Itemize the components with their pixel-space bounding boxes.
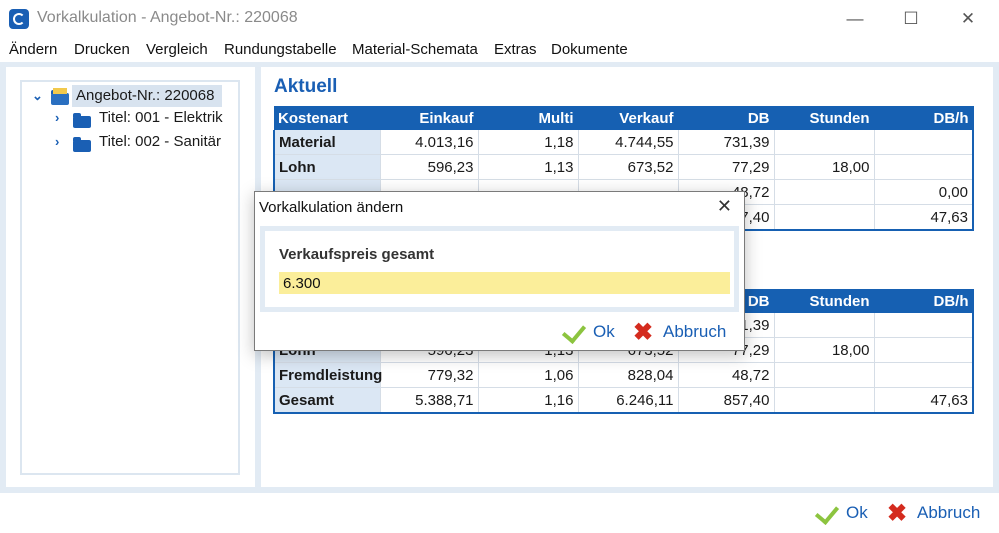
table-cell: 779,32 <box>380 362 479 388</box>
table-cell: 18,00 <box>774 154 875 180</box>
menu-drucken[interactable]: Drucken <box>74 41 130 58</box>
chevron-right-icon[interactable]: › <box>55 134 60 149</box>
dialog-ok-button[interactable]: Ok <box>561 318 623 345</box>
footer-ok-label: Ok <box>846 503 868 522</box>
dialog-ok-label: Ok <box>593 322 615 341</box>
table-cell <box>774 313 875 338</box>
column-header: Einkauf <box>380 106 479 130</box>
table-row: Material 4.013,16 1,18 4.744,55 731,39 <box>273 130 974 155</box>
table-cell: 5.388,71 <box>380 387 479 414</box>
column-header: Verkauf <box>578 106 679 130</box>
cancel-x-icon: ✖ <box>633 319 654 346</box>
footer-cancel-button[interactable]: ✖ Abbruch <box>884 500 994 526</box>
dialog-cancel-button[interactable]: ✖ Abbruch <box>631 321 736 345</box>
check-icon <box>561 318 587 345</box>
table-cell: 1,16 <box>478 387 579 414</box>
table-cell <box>774 387 875 414</box>
column-header: Stunden <box>774 106 875 130</box>
table-cell: 857,40 <box>678 387 775 414</box>
table-cell: 47,63 <box>874 387 974 414</box>
table-cell: 18,00 <box>774 337 875 363</box>
column-header: DB/h <box>874 289 974 313</box>
check-icon <box>814 499 840 526</box>
folder-icon <box>73 137 91 152</box>
table-cell: 1,06 <box>478 362 579 388</box>
tree-node-titel-002[interactable]: Titel: 002 - Sanitär <box>99 133 221 150</box>
table-cell: 4.744,55 <box>578 130 679 155</box>
table-cell: 0,00 <box>874 179 974 205</box>
tree-view: Angebot-Nr.: 220068 ⌄ › Titel: 001 - Ele… <box>20 80 240 475</box>
table-cell <box>874 154 974 180</box>
footer-cancel-label: Abbruch <box>917 503 981 522</box>
menu-aendern[interactable]: Ändern <box>9 41 58 58</box>
tree-node-titel-001[interactable]: Titel: 001 - Elektrik <box>99 109 223 126</box>
minimize-button[interactable]: — <box>846 9 864 28</box>
cancel-x-icon: ✖ <box>887 500 908 527</box>
column-header: Multi <box>478 106 579 130</box>
table-row: Fremdleistung 779,32 1,06 828,04 48,72 <box>273 362 974 388</box>
close-window-button[interactable]: ✕ <box>960 9 976 28</box>
column-header: Stunden <box>774 289 875 313</box>
menu-extras[interactable]: Extras <box>494 41 537 58</box>
sales-price-input[interactable] <box>279 272 730 294</box>
menu-vergleich[interactable]: Vergleich <box>146 41 208 58</box>
tree-node-root-label: Angebot-Nr.: 220068 <box>76 87 215 104</box>
edit-dialog: Vorkalkulation ändern ✕ Verkaufspreis ge… <box>254 191 745 351</box>
table-cell <box>874 337 974 363</box>
menu-dokumente[interactable]: Dokumente <box>551 41 628 58</box>
table-cell <box>874 130 974 155</box>
dialog-title: Vorkalkulation ändern <box>259 199 404 216</box>
table-cell <box>774 130 875 155</box>
window-title: Vorkalkulation - Angebot-Nr.: 220068 <box>37 9 298 26</box>
table-cell: 6.246,11 <box>578 387 679 414</box>
table-cell: 77,29 <box>678 154 775 180</box>
table-cell <box>774 179 875 205</box>
table-cell: 673,52 <box>578 154 679 180</box>
table-cell: 1,18 <box>478 130 579 155</box>
chevron-right-icon[interactable]: › <box>55 110 60 125</box>
dialog-card: Verkaufspreis gesamt <box>265 231 734 307</box>
chevron-down-icon[interactable]: ⌄ <box>32 88 43 103</box>
column-header: Kostenart <box>274 106 381 130</box>
table-cell: 47,63 <box>874 204 974 231</box>
table-row: Gesamt 5.388,71 1,16 6.246,11 857,40 47,63 <box>273 387 974 414</box>
column-header: DB/h <box>874 106 974 130</box>
app-logo-icon <box>9 9 29 29</box>
dialog-body: Verkaufspreis gesamt <box>260 226 739 312</box>
table-cell: 731,39 <box>678 130 775 155</box>
tree-node-root[interactable]: Angebot-Nr.: 220068 <box>72 85 222 107</box>
folder-icon <box>73 113 91 128</box>
table-cell <box>874 362 974 388</box>
menu-material-schemata[interactable]: Material-Schemata <box>352 41 478 58</box>
table-cell: 828,04 <box>578 362 679 388</box>
menu-rundungstabelle[interactable]: Rundungstabelle <box>224 41 337 58</box>
column-header: DB <box>678 106 775 130</box>
dialog-close-icon[interactable]: ✕ <box>716 196 732 216</box>
sales-price-label: Verkaufspreis gesamt <box>279 246 435 263</box>
row-label-cell: Fremdleistung <box>273 362 382 388</box>
table-cell: 48,72 <box>678 362 775 388</box>
folder-open-icon <box>51 88 69 105</box>
row-label-cell: Material <box>273 130 381 155</box>
table-cell: 596,23 <box>380 154 479 180</box>
footer-ok-button[interactable]: Ok <box>812 499 872 526</box>
table-cell: 4.013,16 <box>380 130 479 155</box>
section-title-aktuell: Aktuell <box>274 76 338 97</box>
menu-bar: Ändern Drucken Vergleich Rundungstabelle… <box>0 38 999 62</box>
table-cell <box>874 313 974 338</box>
table-cell <box>774 362 875 388</box>
row-label-cell: Lohn <box>273 154 381 180</box>
table-cell <box>774 204 875 231</box>
title-bar: Vorkalkulation - Angebot-Nr.: 220068 — ☐… <box>0 0 999 38</box>
row-label-cell: Gesamt <box>273 387 381 414</box>
maximize-button[interactable]: ☐ <box>903 9 919 28</box>
dialog-cancel-label: Abbruch <box>663 322 727 341</box>
table-cell: 1,13 <box>478 154 579 180</box>
